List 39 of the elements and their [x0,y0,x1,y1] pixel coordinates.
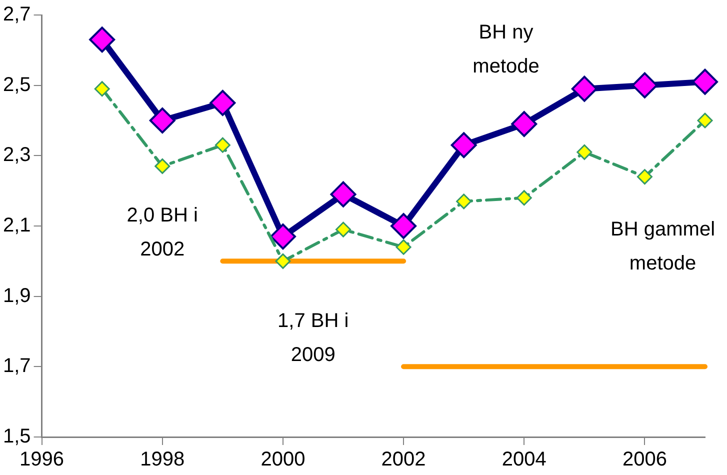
point [576,144,592,160]
point [270,224,296,250]
y-tick-label: 2,7 [2,4,31,26]
point [516,190,532,206]
point [456,194,472,210]
x-tick-label: 1998 [140,448,185,471]
x-tick-label: 2002 [381,448,426,471]
annotation: 1,7 BH i 2009 [278,310,349,366]
point [632,72,658,98]
x-tick-label: 2004 [502,448,546,471]
point [336,222,352,238]
point [450,132,477,158]
point [210,90,236,116]
series-label: BH ny metode [472,22,540,78]
y-tick-label: 1,7 [2,355,31,378]
y-tick-label: 2,3 [2,144,31,166]
point [89,26,116,53]
point [396,239,412,255]
point [94,81,110,97]
point [636,169,652,185]
y-tick-label: 1,9 [2,284,31,307]
point [511,111,538,138]
point [214,137,230,153]
x-tick-label: 2000 [260,448,306,471]
annotation: 2,0 BH i 2002 [126,204,198,261]
point [571,76,598,102]
text: BH gammel metode [610,218,716,275]
point [154,158,170,174]
y-tick-label: 2,5 [2,74,31,96]
y-tick-label: 1,5 [2,426,31,448]
point [390,213,417,239]
point [149,108,176,134]
y-tick-label: 2,1 [2,214,31,237]
point [692,68,718,95]
point [275,253,291,269]
x-tick-label: 1996 [20,448,64,471]
point [330,181,356,208]
x-tick-label: 2006 [622,448,667,471]
point [697,112,713,128]
